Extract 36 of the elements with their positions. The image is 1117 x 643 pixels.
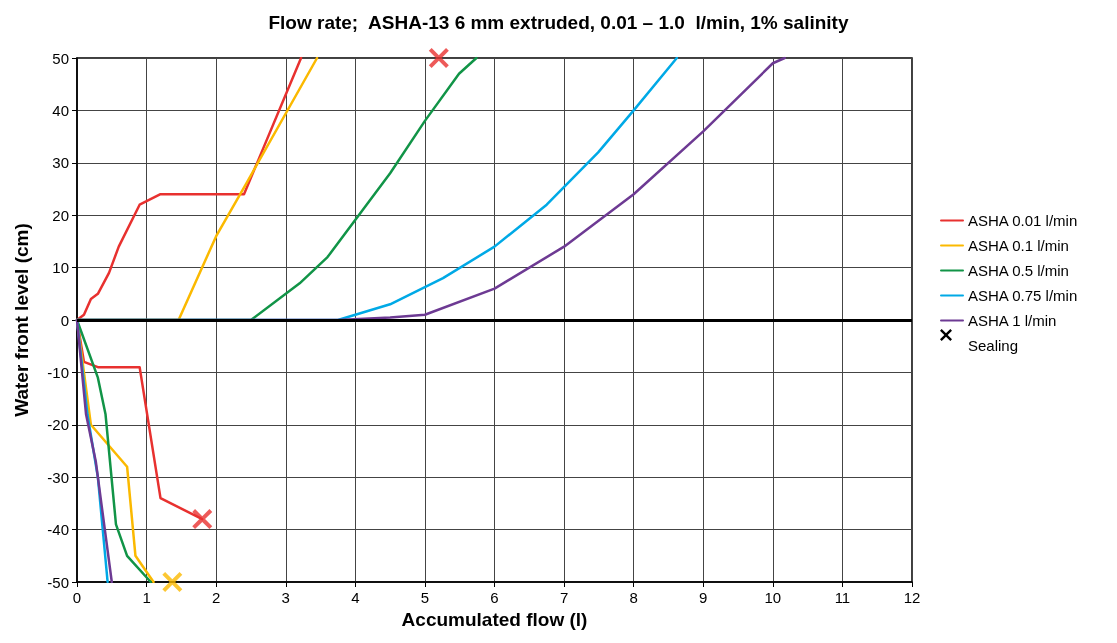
legend-label: ASHA 1 l/min [968, 312, 1057, 329]
point [428, 48, 449, 68]
x-tick-label: 12 [903, 589, 921, 606]
y-axis-title: Water front level (cm) [11, 223, 32, 417]
y-tick-label: -40 [47, 521, 69, 539]
chart-title: Flow rate; ASHA-13 6 mm extruded, 0.01 – 1.0 l/min, 1% salinity [268, 12, 849, 33]
y-tick-label: 10 [52, 259, 69, 277]
y-tick-label: -10 [47, 363, 69, 381]
text: Sealing [968, 337, 1019, 354]
x-tick-label: 10 [764, 589, 782, 606]
y-tick-label: 30 [52, 154, 69, 172]
legend-label: ASHA 0.01 l/min [968, 212, 1078, 229]
y-tick-label: 0 [60, 311, 69, 329]
x-tick-label: 2 [211, 589, 221, 606]
x-tick-label: 9 [699, 589, 708, 606]
x-tick-label: 6 [490, 589, 499, 606]
x-tick-label: 1 [142, 589, 151, 606]
y-tick-label: 50 [52, 49, 69, 67]
legend-label: ASHA 0.75 l/min [968, 287, 1078, 304]
legend-label: ASHA 0.5 l/min [968, 262, 1069, 279]
y-tick-label: 40 [52, 101, 69, 119]
y-tick-label: -50 [47, 573, 69, 591]
x-tick-label: 5 [420, 589, 430, 606]
y-tick-label: -30 [47, 468, 69, 486]
x-tick-label: 0 [72, 589, 82, 606]
x-tick-label: 7 [559, 589, 569, 606]
point [192, 509, 213, 530]
x-tick-label: 11 [834, 589, 851, 606]
x-tick-label: 4 [351, 589, 360, 606]
legend-label: ASHA 0.1 l/min [968, 237, 1069, 254]
point [162, 572, 183, 592]
y-tick-label: -20 [47, 416, 69, 434]
y-tick-label: 20 [52, 206, 69, 224]
x-tick-label: 8 [629, 589, 638, 606]
x-axis-title: Accumulated flow (l) [401, 609, 588, 630]
x-tick-label: 3 [281, 589, 290, 606]
